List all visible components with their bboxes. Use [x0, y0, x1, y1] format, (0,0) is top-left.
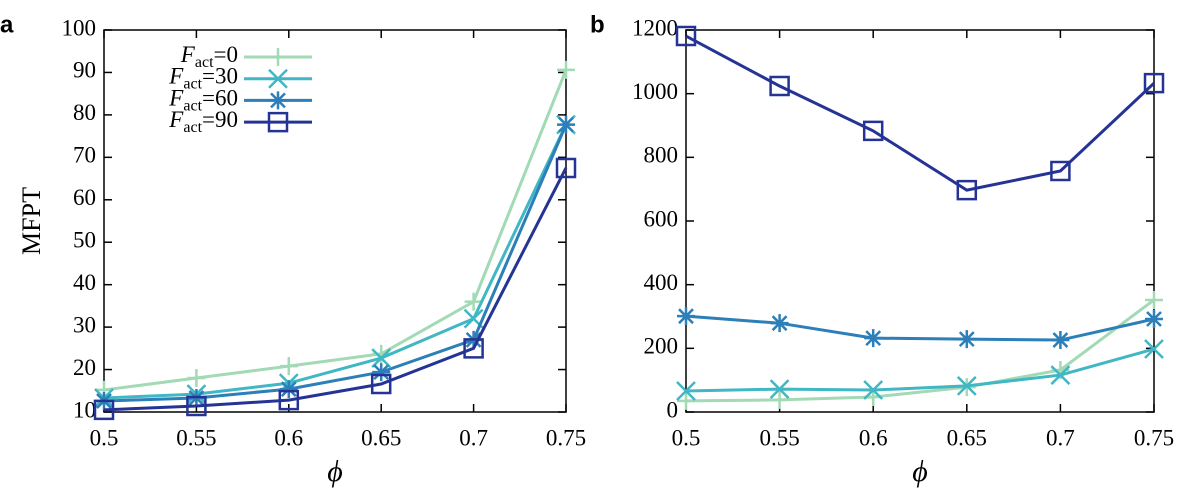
marker [863, 380, 884, 400]
marker [862, 120, 884, 142]
x-axis-label: ϕ [912, 455, 928, 488]
y-tick-label: 1000 [632, 79, 678, 104]
marker [464, 292, 483, 311]
x-tick-label: 0.6 [274, 425, 303, 450]
x-tick-label: 0.55 [759, 425, 799, 450]
y-tick-label: 80 [73, 100, 96, 125]
series-line [103, 124, 568, 403]
y-tick-label: 60 [73, 185, 96, 210]
legend-label: Fact=30 [168, 64, 238, 92]
y-tick-label: 400 [644, 270, 679, 295]
marker [463, 338, 484, 359]
panel-label: b [590, 11, 605, 38]
x-tick-label: 0.75 [1134, 425, 1174, 450]
marker [1050, 365, 1071, 385]
series-line [685, 347, 1155, 393]
marker [1143, 72, 1165, 94]
marker [279, 380, 298, 399]
y-tick-label: 90 [73, 58, 96, 83]
marker [770, 390, 789, 409]
marker [770, 314, 789, 333]
y-tick-label: 30 [73, 312, 96, 337]
x-tick-label: 0.5 [90, 425, 119, 450]
y-tick-label: 20 [73, 355, 96, 380]
series-line [103, 124, 568, 400]
x-tick-label: 0.65 [947, 425, 987, 450]
marker [1051, 331, 1070, 350]
marker [676, 381, 696, 401]
legend-marker [267, 111, 289, 133]
legend-marker [268, 68, 288, 89]
marker [956, 179, 978, 201]
marker [555, 157, 577, 179]
marker [370, 373, 392, 395]
marker [557, 60, 575, 79]
marker [675, 25, 697, 47]
x-axis-label: ϕ [327, 455, 343, 488]
marker [956, 376, 977, 396]
marker [677, 307, 695, 326]
y-tick-label: 70 [73, 143, 96, 168]
legend-label: Fact=90 [168, 107, 238, 135]
legend-marker [269, 91, 287, 110]
marker [93, 399, 115, 421]
legend-marker [269, 48, 287, 66]
marker [1050, 160, 1071, 182]
marker [864, 329, 883, 348]
y-tick-label: 0 [667, 397, 679, 422]
y-axis-label: MFPT [17, 187, 46, 255]
marker [1145, 290, 1163, 309]
marker [186, 395, 207, 417]
y-tick-label: 1200 [632, 15, 678, 40]
x-tick-label: 0.65 [361, 425, 401, 450]
x-tick-label: 0.7 [459, 425, 488, 450]
marker [1144, 339, 1164, 359]
plot-frame [685, 29, 1155, 413]
marker [371, 348, 392, 368]
x-tick-label: 0.55 [176, 425, 216, 450]
y-tick-label: 40 [73, 270, 96, 295]
y-tick-label: 10 [73, 397, 96, 422]
series-line [103, 69, 568, 392]
marker [769, 75, 790, 97]
marker [279, 357, 298, 376]
x-tick-label: 0.75 [546, 425, 586, 450]
series-line [685, 34, 1156, 192]
y-tick-label: 600 [644, 206, 679, 231]
y-tick-label: 800 [644, 143, 679, 168]
plot-frame [103, 29, 567, 413]
marker [677, 391, 695, 410]
marker [1145, 310, 1163, 329]
marker [187, 369, 206, 388]
series-line [685, 298, 1155, 403]
marker [557, 115, 575, 134]
x-tick-label: 0.5 [672, 425, 701, 450]
y-tick-label: 100 [62, 15, 97, 40]
y-tick-label: 200 [644, 334, 679, 359]
marker [769, 379, 790, 399]
y-tick-label: 50 [73, 228, 96, 253]
series-line [103, 167, 568, 412]
marker [372, 363, 391, 382]
series-line [685, 314, 1155, 342]
x-tick-label: 0.7 [1046, 425, 1075, 450]
legend-label: Fact=60 [168, 86, 238, 114]
panel-label: a [0, 11, 14, 38]
legend-label: Fact=0 [180, 42, 238, 70]
marker [957, 330, 976, 349]
marker [278, 389, 300, 411]
x-tick-label: 0.6 [859, 425, 888, 450]
